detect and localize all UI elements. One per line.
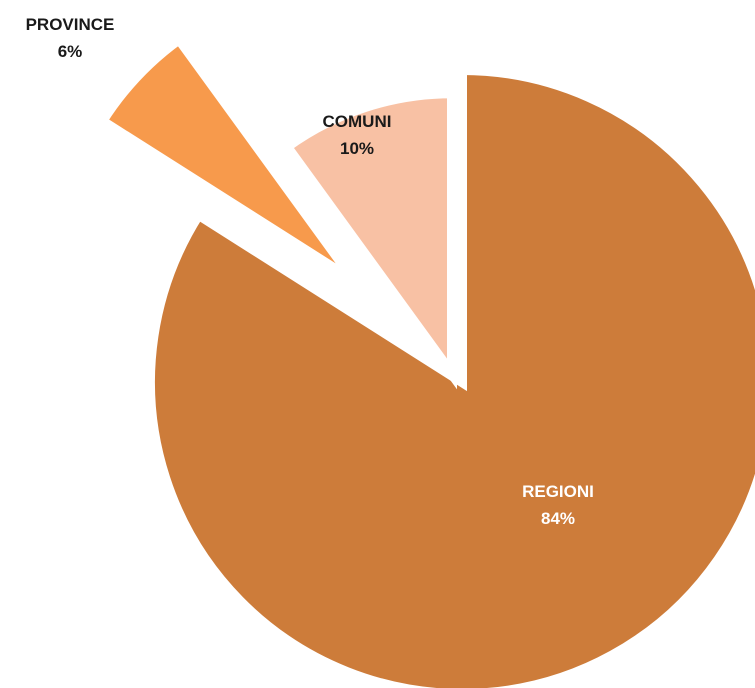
pie-slice-comuni: [279, 88, 457, 390]
data-label-province: PROVINCE 6%: [26, 15, 115, 61]
slice-name-label: PROVINCE: [26, 15, 115, 34]
slice-value-label: 10%: [340, 139, 374, 158]
data-label-comuni: COMUNI 10%: [323, 112, 392, 158]
slice-name-label: COMUNI: [323, 112, 392, 131]
slice-name-label: REGIONI: [522, 482, 594, 501]
pie-slice-province: [95, 32, 360, 286]
data-label-regioni: REGIONI 84%: [522, 482, 594, 528]
slice-value-label: 6%: [58, 42, 83, 61]
slice-value-label: 84%: [541, 509, 575, 528]
